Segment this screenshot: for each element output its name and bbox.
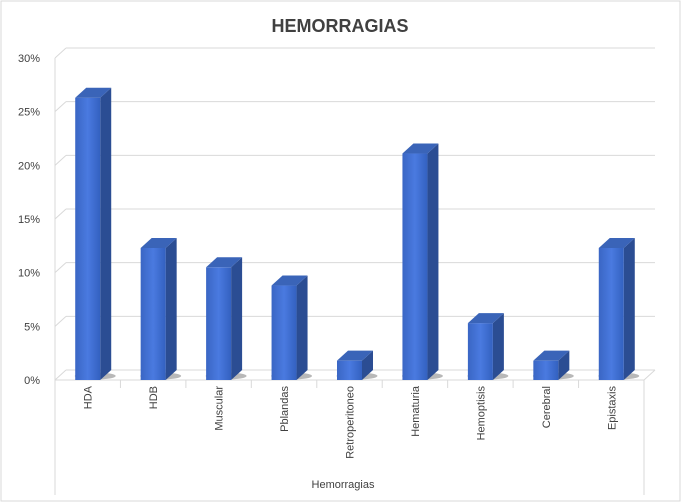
bar <box>467 313 509 380</box>
bar-front <box>337 360 362 380</box>
bar <box>205 257 247 380</box>
bar-top <box>271 275 308 286</box>
bar-top <box>140 237 177 248</box>
floor-right-edge <box>643 369 656 381</box>
bar-side <box>427 143 439 380</box>
bar-side <box>492 313 504 380</box>
gridline-depth <box>54 47 67 59</box>
bar-front <box>75 97 101 381</box>
bar-front <box>402 153 428 380</box>
bar-top <box>206 257 243 268</box>
bar-side <box>296 275 308 380</box>
bar-top <box>337 350 373 361</box>
x-axis-categories: HDA HDB Muscular Pblandas Retroperitoneo Hema… <box>54 380 645 495</box>
bar-side <box>231 257 243 380</box>
bar-top <box>467 313 504 324</box>
x-category-label: HDA <box>83 385 95 409</box>
bars <box>74 87 640 381</box>
x-category-label: Cerebral <box>541 386 553 428</box>
x-category-label: HDB <box>148 386 160 409</box>
x-category-label: Hemoptisis <box>475 386 487 441</box>
gridline-depth <box>54 101 67 113</box>
bar-front <box>467 323 493 380</box>
y-axis-ticks: 0% 5% 10% 15% 20% 25% 30% <box>18 53 40 387</box>
bar-front <box>598 247 624 380</box>
bar <box>598 237 640 380</box>
x-axis-title: Hemorragias <box>312 479 375 491</box>
bar <box>336 350 378 380</box>
bar <box>532 350 574 380</box>
bar-side <box>558 350 570 380</box>
gridline-depth <box>54 208 67 220</box>
x-category-label: Pblandas <box>279 386 291 432</box>
bar-side <box>165 237 177 380</box>
y-tick-label: 30% <box>18 53 40 65</box>
bar <box>271 275 313 380</box>
bar-front <box>271 285 297 380</box>
x-category-label: Muscular <box>214 386 226 431</box>
gridline-depth <box>54 315 67 327</box>
bar-top <box>75 87 112 98</box>
y-tick-label: 15% <box>18 214 40 226</box>
y-tick-label: 10% <box>18 268 40 280</box>
x-category-label: Retroperitoneo <box>345 386 357 459</box>
bar-side <box>623 237 635 380</box>
y-tick-label: 20% <box>18 160 40 172</box>
bar-top <box>402 143 439 154</box>
bar <box>140 237 182 380</box>
bar <box>401 143 443 380</box>
y-tick-label: 0% <box>24 375 40 387</box>
bar <box>74 87 116 381</box>
gridline-depth <box>54 262 67 274</box>
gridline-depth <box>54 154 67 166</box>
bar-side <box>100 87 112 381</box>
x-category-label: Hematuria <box>410 385 422 437</box>
bar-side <box>362 350 373 380</box>
bar-front <box>533 360 559 380</box>
y-tick-label: 5% <box>24 321 40 333</box>
bar-front <box>140 247 166 380</box>
bar-top <box>598 237 635 248</box>
chart-title: HEMORRAGIAS <box>271 16 408 36</box>
x-category-label: Epistaxis <box>606 386 618 431</box>
y-tick-label: 25% <box>18 107 40 119</box>
bar-front <box>206 267 232 380</box>
bar-top <box>533 350 570 361</box>
gridline-depth <box>54 369 67 381</box>
